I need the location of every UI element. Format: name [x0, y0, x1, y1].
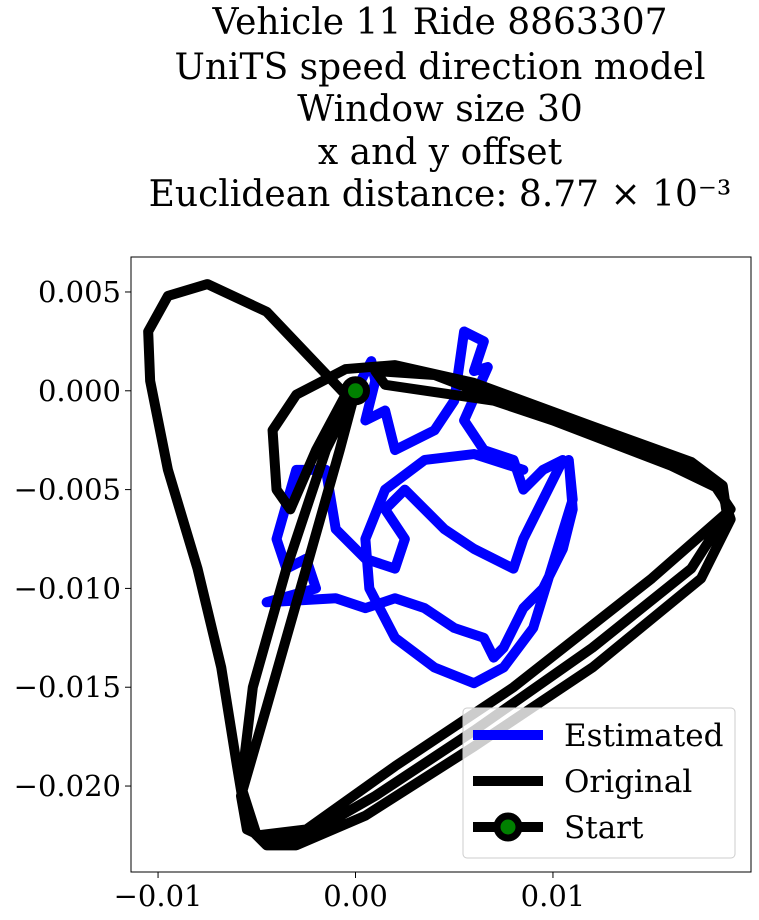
y-tick-label: 0.000 [38, 374, 121, 408]
legend-label: Estimated [564, 718, 723, 754]
legend-label: Start [564, 810, 644, 846]
chart-title: Euclidean distance: 8.77 × 10⁻³ [149, 174, 732, 215]
chart-title: UniTS speed direction model [175, 47, 706, 88]
y-tick-label: −0.010 [14, 571, 121, 605]
x-tick-label: 0.01 [521, 879, 586, 913]
chart-title: Window size 30 [297, 89, 583, 130]
x-tick-label: −0.01 [114, 879, 203, 913]
chart-title: x and y offset [318, 132, 563, 173]
y-tick-label: −0.020 [14, 769, 121, 803]
legend-box [462, 707, 736, 859]
y-tick-label: −0.015 [14, 670, 121, 704]
trajectory-line [143, 279, 736, 851]
trajectory-line [261, 326, 578, 689]
y-tick-label: −0.005 [14, 473, 121, 507]
x-tick-label: 0.00 [323, 879, 388, 913]
y-tick-label: 0.005 [38, 275, 121, 309]
legend-marker [493, 812, 523, 842]
axes-frame [130, 256, 752, 873]
start-marker [341, 376, 371, 406]
plot [143, 279, 736, 851]
chart-title: Vehicle 11 Ride 8863307 [211, 2, 667, 43]
legend-label: Original [564, 764, 692, 800]
